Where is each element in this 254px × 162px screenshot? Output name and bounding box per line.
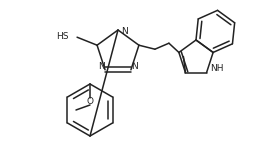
Text: N: N	[132, 62, 138, 71]
Text: O: O	[87, 98, 93, 106]
Text: N: N	[98, 62, 104, 71]
Text: NH: NH	[210, 64, 223, 73]
Text: N: N	[121, 28, 127, 36]
Text: HS: HS	[57, 32, 69, 41]
